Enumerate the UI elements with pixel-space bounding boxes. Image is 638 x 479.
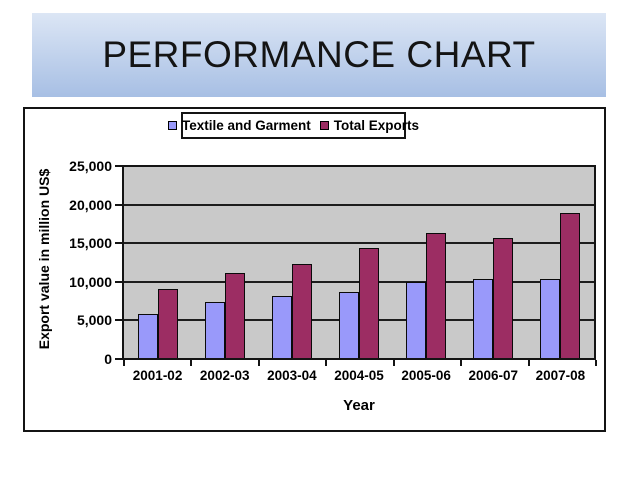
legend-label: Total Exports: [333, 118, 420, 133]
y-tick-mark: [115, 242, 122, 245]
plot-area: [122, 165, 596, 360]
x-tick-label: 2004-05: [334, 368, 384, 383]
y-tick-label: 20,000: [69, 196, 112, 213]
x-tick-mark: [257, 360, 260, 366]
bar-textile-garment: [204, 302, 225, 358]
y-tick-mark: [115, 203, 122, 206]
x-tick-label: 2001-02: [132, 368, 183, 383]
bar-textile-garment: [406, 282, 427, 358]
x-tick-label: 2003-04: [267, 368, 317, 383]
gridline: [124, 242, 594, 245]
bar-total-exports: [493, 238, 514, 358]
x-tick-mark: [123, 360, 125, 366]
x-tick-label: 2002-03: [199, 368, 250, 383]
bar-total-exports: [359, 247, 379, 358]
bar-total-exports: [157, 289, 178, 358]
x-tick-label: 2005-06: [401, 368, 451, 383]
bar-total-exports: [560, 212, 581, 358]
gridline: [124, 204, 594, 207]
x-tick-mark: [392, 360, 395, 366]
x-tick-mark: [595, 360, 597, 366]
legend-label: Textile and Garment: [181, 118, 311, 133]
y-tick-label: 15,000: [69, 235, 112, 252]
bar-textile-garment: [271, 296, 292, 358]
y-tick-label: 5,000: [76, 312, 112, 329]
x-tick-mark: [460, 360, 463, 366]
y-tick-mark: [115, 319, 122, 322]
x-axis-title: Year: [343, 397, 375, 414]
chart-legend: Textile and Garment Total Exports: [167, 112, 419, 139]
y-tick-label: 0: [104, 351, 112, 367]
y-tick-mark: [115, 358, 122, 360]
x-tick-mark: [190, 360, 193, 366]
bar-total-exports: [426, 232, 447, 358]
x-tick-label: 2006-07: [468, 368, 519, 383]
y-tick-label: 25,000: [69, 158, 112, 174]
x-tick-mark: [527, 360, 530, 366]
legend-swatch-icon: [167, 121, 177, 130]
slide-title-banner: PERFORMANCE CHART: [32, 13, 606, 97]
y-tick-label: 10,000: [69, 273, 112, 290]
bar-total-exports: [224, 273, 245, 358]
y-tick-mark: [115, 280, 122, 283]
bar-textile-garment: [339, 291, 359, 358]
bar-textile-garment: [137, 313, 158, 358]
legend-swatch-icon: [319, 121, 329, 130]
bar-textile-garment: [540, 278, 561, 358]
legend-item: Total Exports: [319, 118, 420, 133]
y-tick-mark: [115, 165, 122, 167]
bar-textile-garment: [473, 278, 494, 358]
x-tick-mark: [325, 360, 328, 366]
slide-title: PERFORMANCE CHART: [102, 34, 536, 75]
x-tick-label: 2007-08: [535, 368, 586, 383]
bar-total-exports: [291, 264, 312, 358]
legend-item: Textile and Garment: [167, 118, 311, 133]
chart-frame: Textile and Garment Total Exports Export …: [23, 107, 606, 432]
